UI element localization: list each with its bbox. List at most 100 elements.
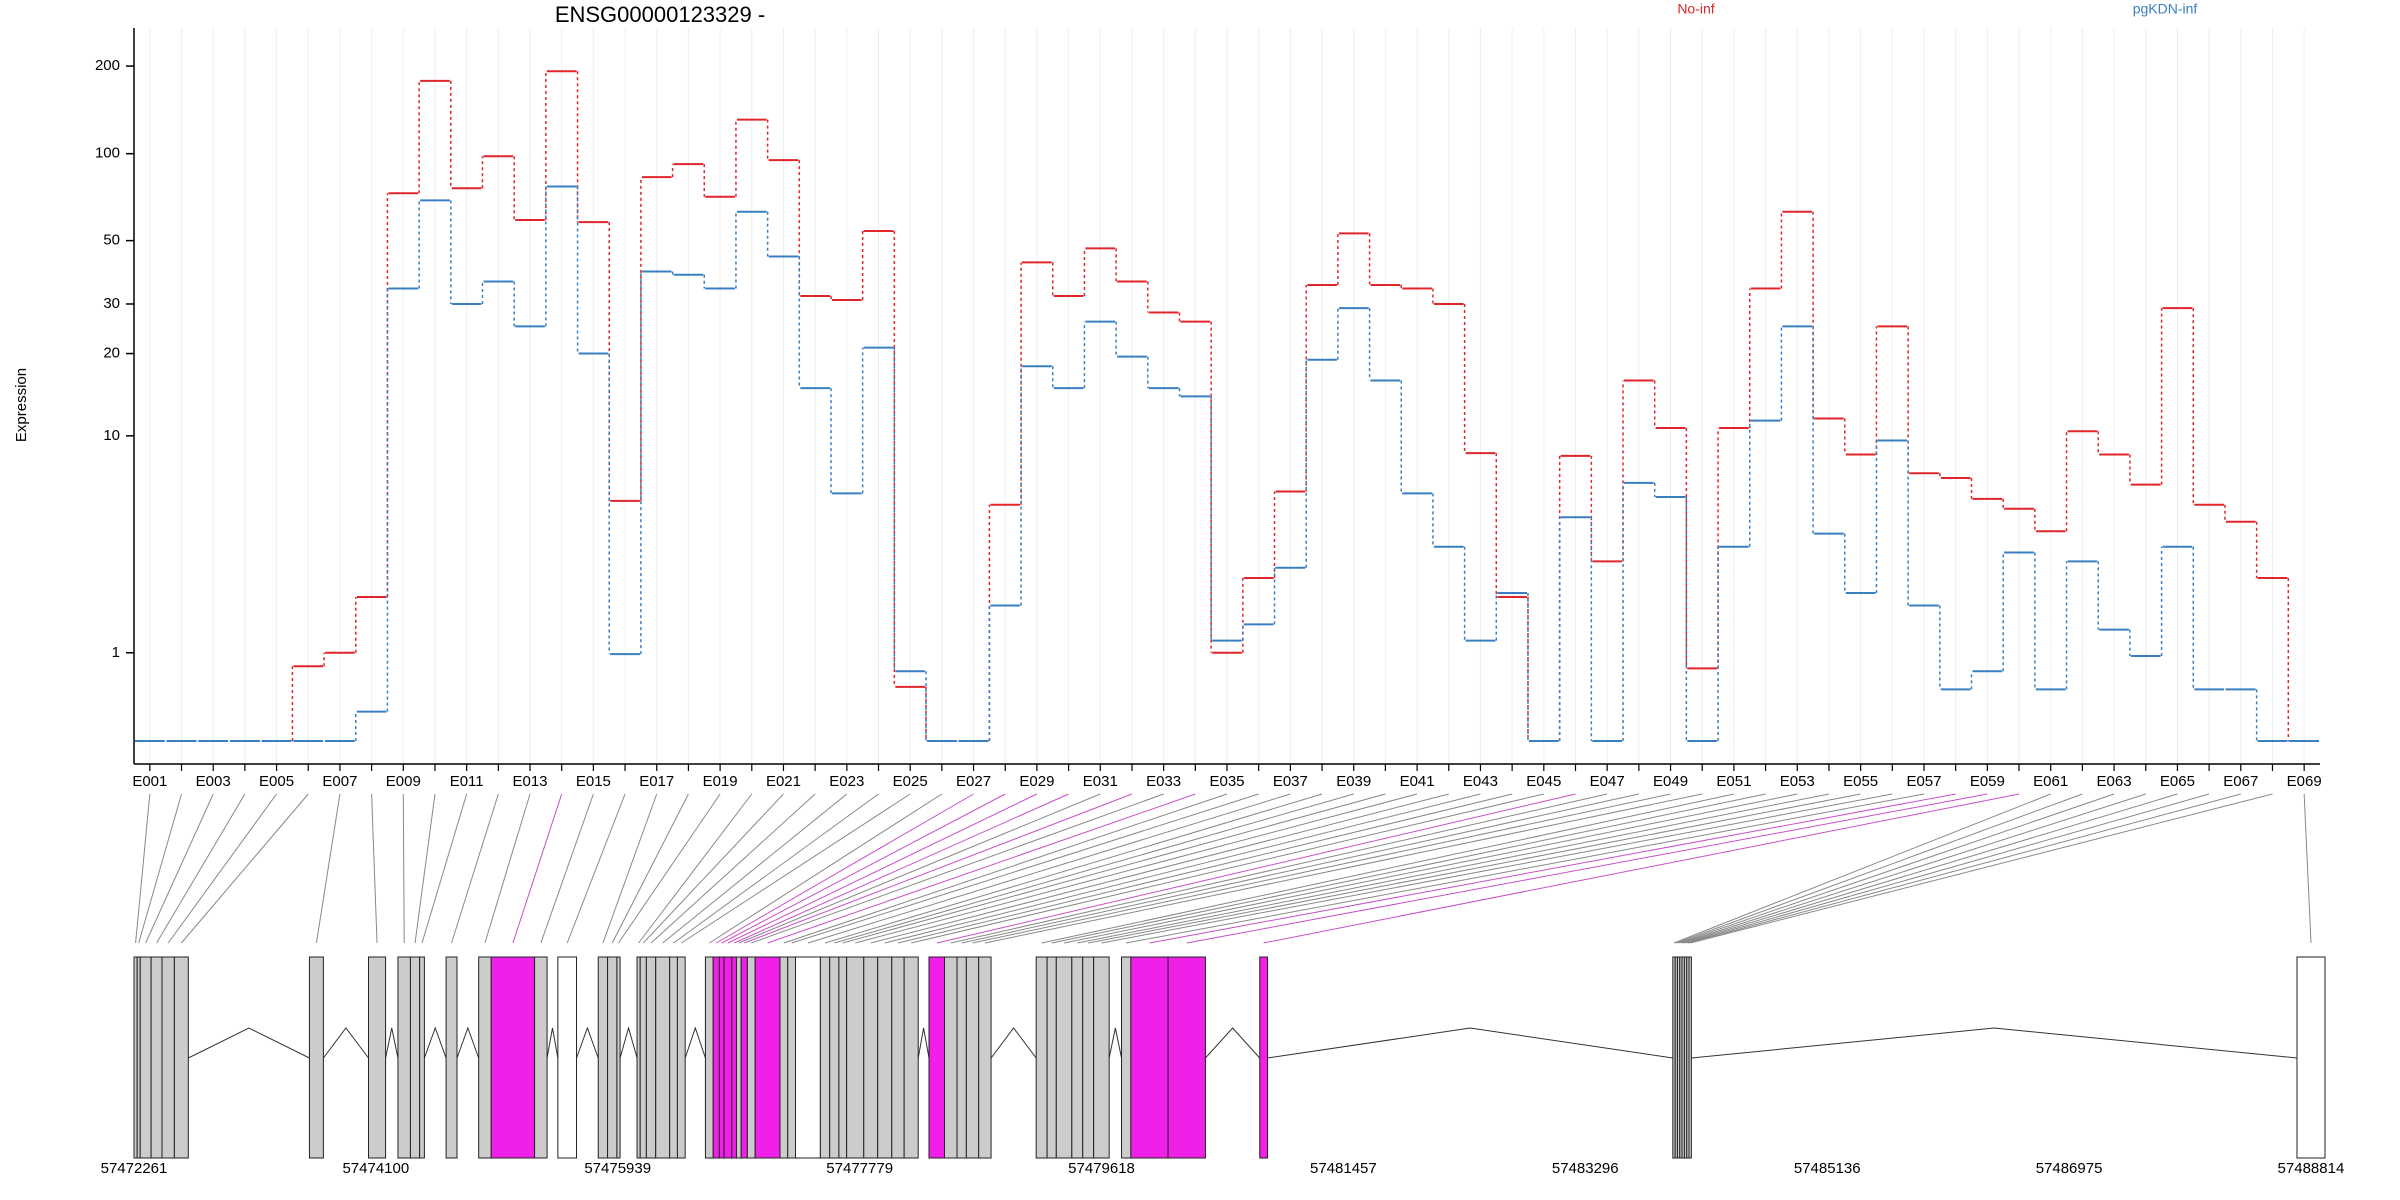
exon-link — [855, 793, 1418, 944]
exon-part — [655, 956, 671, 1159]
x-tick-label: E019 — [703, 773, 738, 790]
x-tick-label: E005 — [259, 773, 294, 790]
exon-link — [421, 793, 468, 944]
y-tick-label: 1 — [112, 644, 120, 661]
y-axis-label: Expression — [13, 368, 30, 442]
x-tick-label: E031 — [1083, 773, 1118, 790]
exon-part — [1082, 956, 1095, 1159]
exon-link — [716, 793, 974, 944]
intron — [1108, 1027, 1123, 1059]
exon-link — [1101, 793, 1893, 944]
exon-part — [838, 956, 848, 1159]
exon-part — [704, 956, 714, 1159]
exon-part — [308, 956, 324, 1159]
exon-link — [540, 793, 594, 944]
exon-link — [1673, 793, 2051, 944]
exon-part — [397, 956, 411, 1159]
exon-part — [718, 956, 725, 1159]
exon-link — [744, 793, 1133, 944]
exon-link — [167, 793, 277, 944]
exon-part — [779, 956, 789, 1159]
exon-link — [371, 793, 378, 944]
x-tick-label: E023 — [829, 773, 864, 790]
intron — [1691, 1027, 2298, 1059]
x-tick-label: E017 — [639, 773, 674, 790]
exon-part — [616, 956, 621, 1159]
exon-part — [978, 956, 992, 1159]
exon-part — [723, 956, 733, 1159]
exon-part — [607, 956, 618, 1159]
intron — [322, 1027, 369, 1059]
exon-part — [1055, 956, 1073, 1159]
exon-link — [807, 793, 1291, 944]
y-tick-label: 50 — [103, 232, 120, 249]
exon-part — [1046, 956, 1057, 1159]
x-tick-label: E041 — [1400, 773, 1435, 790]
intron — [546, 1027, 559, 1059]
exon-part — [735, 956, 742, 1159]
genomic-tick-label: 57483296 — [1552, 1160, 1619, 1177]
x-tick-label: E065 — [2160, 773, 2195, 790]
genomic-tick-label: 57475939 — [584, 1160, 651, 1177]
x-tick-label: E061 — [2033, 773, 2068, 790]
exon-link — [1676, 793, 2083, 944]
exon-link — [414, 793, 436, 944]
x-tick-label: E053 — [1780, 773, 1815, 790]
legend-entry: No-inf — [1677, 1, 1714, 17]
y-tick-label: 20 — [103, 345, 120, 362]
intron — [619, 1026, 638, 1059]
exon-part — [645, 956, 657, 1159]
exon-link — [402, 793, 405, 944]
exon-link — [451, 793, 499, 944]
x-tick-label: E011 — [450, 773, 484, 790]
exon-link — [681, 793, 911, 944]
exon-part — [597, 956, 609, 1159]
exon-part — [1688, 956, 1692, 1159]
x-tick-label: E067 — [2223, 773, 2258, 790]
intron — [456, 1026, 480, 1059]
intron — [423, 1026, 447, 1059]
exon-link — [566, 793, 626, 944]
x-tick-label: E033 — [1146, 773, 1181, 790]
exon-part — [139, 956, 152, 1159]
exon-link — [1149, 793, 1956, 944]
exon-link — [1690, 793, 2273, 944]
exon-link — [709, 793, 943, 944]
exon-part — [534, 956, 548, 1159]
intron — [917, 1027, 930, 1059]
y-tick-label: 100 — [95, 145, 120, 162]
intron — [1205, 1027, 1261, 1059]
exon-link — [721, 793, 1006, 944]
exon-link — [642, 793, 784, 944]
exon-link — [972, 793, 1671, 944]
exon-link — [897, 793, 1513, 944]
genomic-tick-label: 57474100 — [342, 1160, 409, 1177]
genomic-tick-label: 57488814 — [2278, 1160, 2345, 1177]
x-tick-label: E013 — [512, 773, 547, 790]
genomic-tick-label: 57479618 — [1068, 1160, 1135, 1177]
intron — [576, 1026, 599, 1059]
exon-link — [2303, 793, 2312, 944]
exon-link — [961, 793, 1639, 944]
exon-link — [1088, 793, 1861, 944]
exon-part — [846, 956, 865, 1159]
x-tick-label: E003 — [196, 773, 231, 790]
exon-link — [984, 793, 1703, 944]
legend-entry: pgKDN-inf — [2133, 1, 2198, 17]
exon-link — [936, 793, 1576, 944]
exon-part — [1130, 956, 1169, 1159]
exon-link — [1186, 793, 1988, 944]
exon-part — [819, 956, 831, 1159]
exon-part — [829, 956, 840, 1159]
exon-link — [135, 793, 151, 944]
exon-link — [1077, 793, 1830, 944]
genomic-tick-label: 57477779 — [826, 1160, 893, 1177]
exon-part — [795, 956, 821, 1159]
exon-part — [740, 956, 748, 1159]
exon-part — [1259, 956, 1269, 1159]
exon-link — [783, 793, 1228, 944]
exon-part — [965, 956, 980, 1159]
x-tick-label: E035 — [1209, 773, 1244, 790]
exon-link — [138, 793, 183, 944]
